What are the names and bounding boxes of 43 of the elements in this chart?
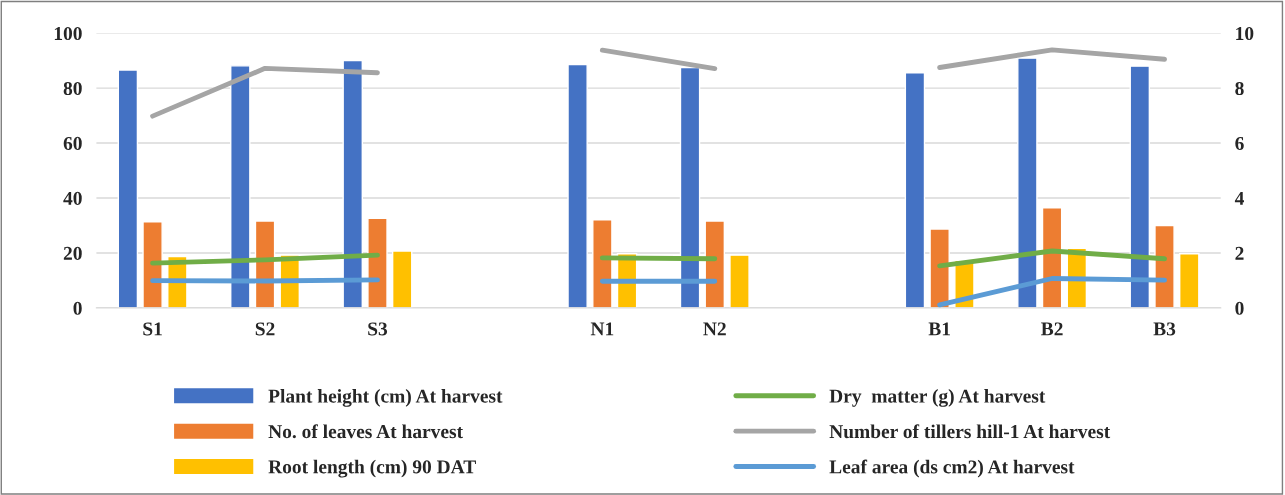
x-tick-label: N2 (703, 322, 726, 336)
x-tick-label: B1 (928, 322, 950, 336)
bar (904, 72, 926, 308)
bar (1129, 65, 1151, 308)
x-tick-label: N1 (590, 322, 614, 336)
y2-tick-label: 10 (1236, 26, 1254, 41)
x-tick-label: B3 (1153, 322, 1176, 336)
legend-label: No. of leaves At harvest (268, 424, 463, 439)
y2-tick-label: 0 (1235, 301, 1244, 315)
bar (342, 59, 363, 308)
bar (117, 69, 139, 308)
legend-label: Root length (cm) 90 DAT (268, 459, 476, 478)
x-tick-label: S3 (368, 322, 388, 336)
y2-tick-label: 6 (1235, 136, 1244, 150)
y-tick-label: 80 (63, 81, 82, 96)
y2-tick-label: 8 (1235, 81, 1244, 96)
y2-tick-label: 2 (1235, 246, 1244, 260)
y-tick-label: 40 (63, 191, 82, 205)
bar (704, 220, 726, 308)
bar (391, 250, 413, 308)
legend-label: Plant height (cm) At harvest (268, 389, 503, 407)
bar (367, 217, 388, 308)
bar (1154, 224, 1175, 308)
x-tick-label: B2 (1041, 322, 1063, 336)
bar (929, 228, 950, 308)
y2-tick-label: 4 (1234, 191, 1244, 205)
bar (592, 219, 613, 308)
y-tick-label: 100 (54, 26, 82, 41)
bar (1179, 253, 1200, 308)
bar (230, 65, 251, 308)
legend-label: Number of tillers hill-1 At harvest (829, 424, 1111, 439)
x-tick-label: S2 (255, 322, 275, 336)
bar (1017, 57, 1038, 308)
bar (679, 66, 701, 308)
bar (142, 221, 163, 308)
legend-label: Dry matter (g) At harvest (829, 389, 1046, 407)
bar (729, 254, 750, 308)
bar (567, 63, 588, 308)
y-tick-label: 0 (73, 301, 82, 315)
y-tick-label: 20 (63, 246, 82, 260)
x-tick-label: S1 (143, 322, 162, 336)
y-tick-label: 60 (63, 136, 82, 150)
legend-label: Leaf area (ds cm2) At harvest (829, 459, 1075, 478)
